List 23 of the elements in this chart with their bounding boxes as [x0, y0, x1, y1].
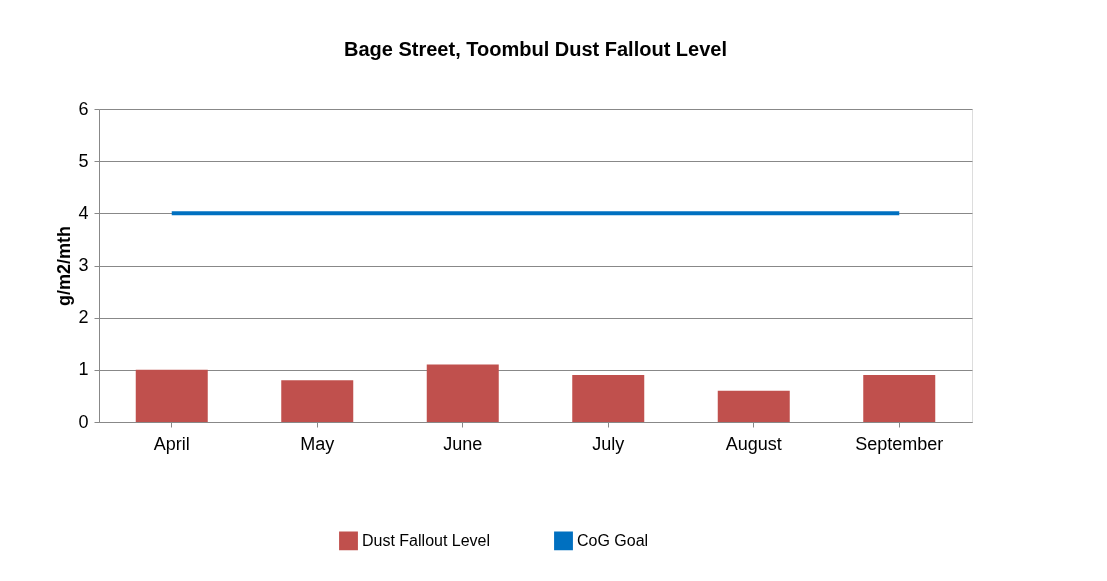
legend-label: Dust Fallout Level [362, 531, 491, 549]
y-tick-label: 6 [78, 98, 89, 119]
y-tick-label: 4 [78, 202, 89, 223]
x-tick-label: June [443, 433, 483, 454]
y-tick-label: 2 [78, 307, 89, 328]
bar [135, 369, 208, 422]
x-tick-label: April [153, 433, 190, 454]
y-tick-label: 5 [78, 150, 89, 171]
bar [426, 364, 499, 422]
chart-title: Bage Street, Toombul Dust Fallout Level [343, 38, 728, 60]
x-tick-label: July [592, 433, 625, 454]
y-tick-label: 0 [78, 411, 89, 432]
x-tick-label: September [855, 433, 944, 454]
legend-label: CoG Goal [577, 531, 649, 549]
bar [717, 390, 790, 422]
bar [863, 375, 936, 422]
bar [572, 375, 645, 422]
bar [281, 380, 354, 422]
y-axis-title: g/m2/mth [54, 225, 75, 307]
y-tick-label: 1 [78, 359, 89, 380]
y-tick-label: 3 [78, 255, 89, 275]
x-tick-label: May [300, 433, 335, 454]
x-tick-label: August [725, 433, 782, 454]
